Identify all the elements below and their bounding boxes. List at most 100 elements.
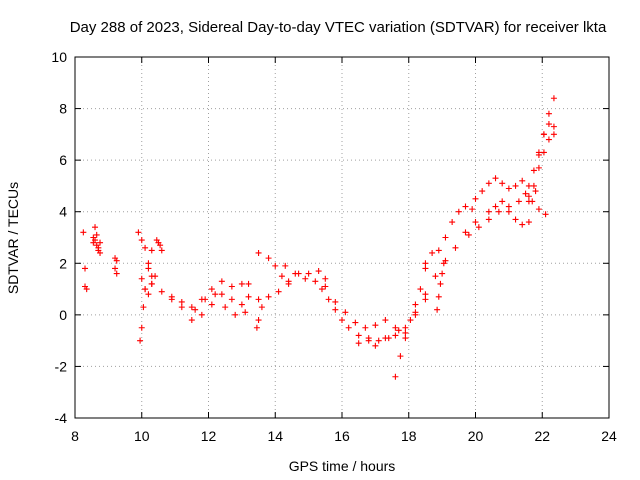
data-point — [440, 260, 447, 267]
data-point — [412, 301, 419, 308]
data-point — [342, 309, 349, 316]
data-point — [529, 198, 536, 205]
data-point — [278, 273, 285, 280]
data-point — [535, 206, 542, 213]
data-point — [272, 262, 279, 269]
data-point — [232, 311, 239, 318]
y-tick-label: 10 — [51, 49, 67, 65]
data-point — [355, 340, 362, 347]
data-point — [255, 249, 262, 256]
x-tick-labels: 8 10 12 14 16 18 20 22 24 — [71, 428, 617, 444]
data-point — [432, 273, 439, 280]
data-point — [515, 198, 522, 205]
data-point — [192, 306, 199, 313]
data-point — [168, 296, 175, 303]
data-point — [95, 247, 102, 254]
data-point — [142, 244, 149, 251]
data-point — [499, 180, 506, 187]
data-point — [525, 182, 532, 189]
sdtvar-track-30 — [535, 121, 557, 158]
data-point — [392, 332, 399, 339]
data-point — [434, 306, 441, 313]
data-point — [505, 208, 512, 215]
data-point — [472, 195, 479, 202]
data-point — [395, 327, 402, 334]
data-point — [93, 242, 100, 249]
chart-title: Day 288 of 2023, Sidereal Day-to-day VTE… — [70, 19, 607, 36]
data-point — [402, 329, 409, 336]
data-point — [137, 337, 144, 344]
data-point — [439, 270, 446, 277]
data-point — [138, 275, 145, 282]
x-axis-label: GPS time / hours — [289, 458, 396, 474]
sdtvar-track-28 — [525, 123, 557, 205]
data-point — [365, 337, 372, 344]
data-point — [138, 237, 145, 244]
sdtvar-track-12 — [192, 291, 249, 318]
x-tick-label: 8 — [71, 428, 79, 444]
data-point — [208, 301, 215, 308]
y-tick-label: 8 — [59, 101, 67, 117]
data-point — [245, 293, 252, 300]
y-axis-label: SDTVAR / TECUs — [5, 182, 21, 294]
sdtvar-track-6 — [137, 247, 155, 344]
sdtvar-track-1 — [80, 224, 104, 272]
data-point — [372, 342, 379, 349]
data-point — [532, 188, 539, 195]
data-point — [92, 237, 99, 244]
data-point — [540, 131, 547, 138]
data-point — [435, 293, 442, 300]
sdtvar-track-3 — [90, 237, 104, 254]
sdtvar-track-26 — [485, 198, 532, 228]
data-point — [292, 270, 299, 277]
data-point — [322, 275, 329, 282]
x-tick-label: 20 — [468, 428, 484, 444]
data-point — [375, 337, 382, 344]
data-point — [82, 265, 89, 272]
data-point — [112, 265, 119, 272]
sdtvar-track-7 — [135, 229, 155, 280]
x-tick-label: 22 — [534, 428, 550, 444]
data-point — [437, 280, 444, 287]
sdtvar-track-14 — [255, 268, 329, 303]
data-point — [332, 306, 339, 313]
data-point — [148, 247, 155, 254]
sdtvar-track-20 — [392, 265, 429, 380]
data-point — [255, 296, 262, 303]
data-point — [138, 324, 145, 331]
sdtvar-track-21 — [412, 219, 479, 318]
sdtvar-track-27 — [525, 95, 557, 189]
data-point — [435, 247, 442, 254]
data-point — [228, 296, 235, 303]
data-point — [535, 164, 542, 171]
data-point — [542, 211, 549, 218]
sdtvar-track-5 — [112, 265, 120, 277]
data-point — [472, 219, 479, 226]
data-point — [512, 216, 519, 223]
data-point — [113, 257, 120, 264]
data-point — [372, 322, 379, 329]
data-point — [442, 234, 449, 241]
data-point — [218, 291, 225, 298]
x-tick-label: 10 — [134, 428, 150, 444]
data-point — [452, 244, 459, 251]
y-tick-labels: -4 -2 0 2 4 6 8 10 — [51, 49, 67, 426]
data-point — [245, 280, 252, 287]
data-point — [302, 275, 309, 282]
data-point — [479, 188, 486, 195]
sdtvar-track-9 — [153, 237, 165, 254]
data-point — [402, 335, 409, 342]
data-point — [492, 175, 499, 182]
data-point — [392, 324, 399, 331]
data-point — [382, 317, 389, 324]
data-point — [392, 373, 399, 380]
y-tick-label: 0 — [59, 307, 67, 323]
data-point — [145, 291, 152, 298]
data-point — [485, 216, 492, 223]
data-point — [530, 167, 537, 174]
data-point — [355, 332, 362, 339]
data-point — [157, 242, 164, 249]
data-point — [322, 283, 329, 290]
data-point — [178, 298, 185, 305]
